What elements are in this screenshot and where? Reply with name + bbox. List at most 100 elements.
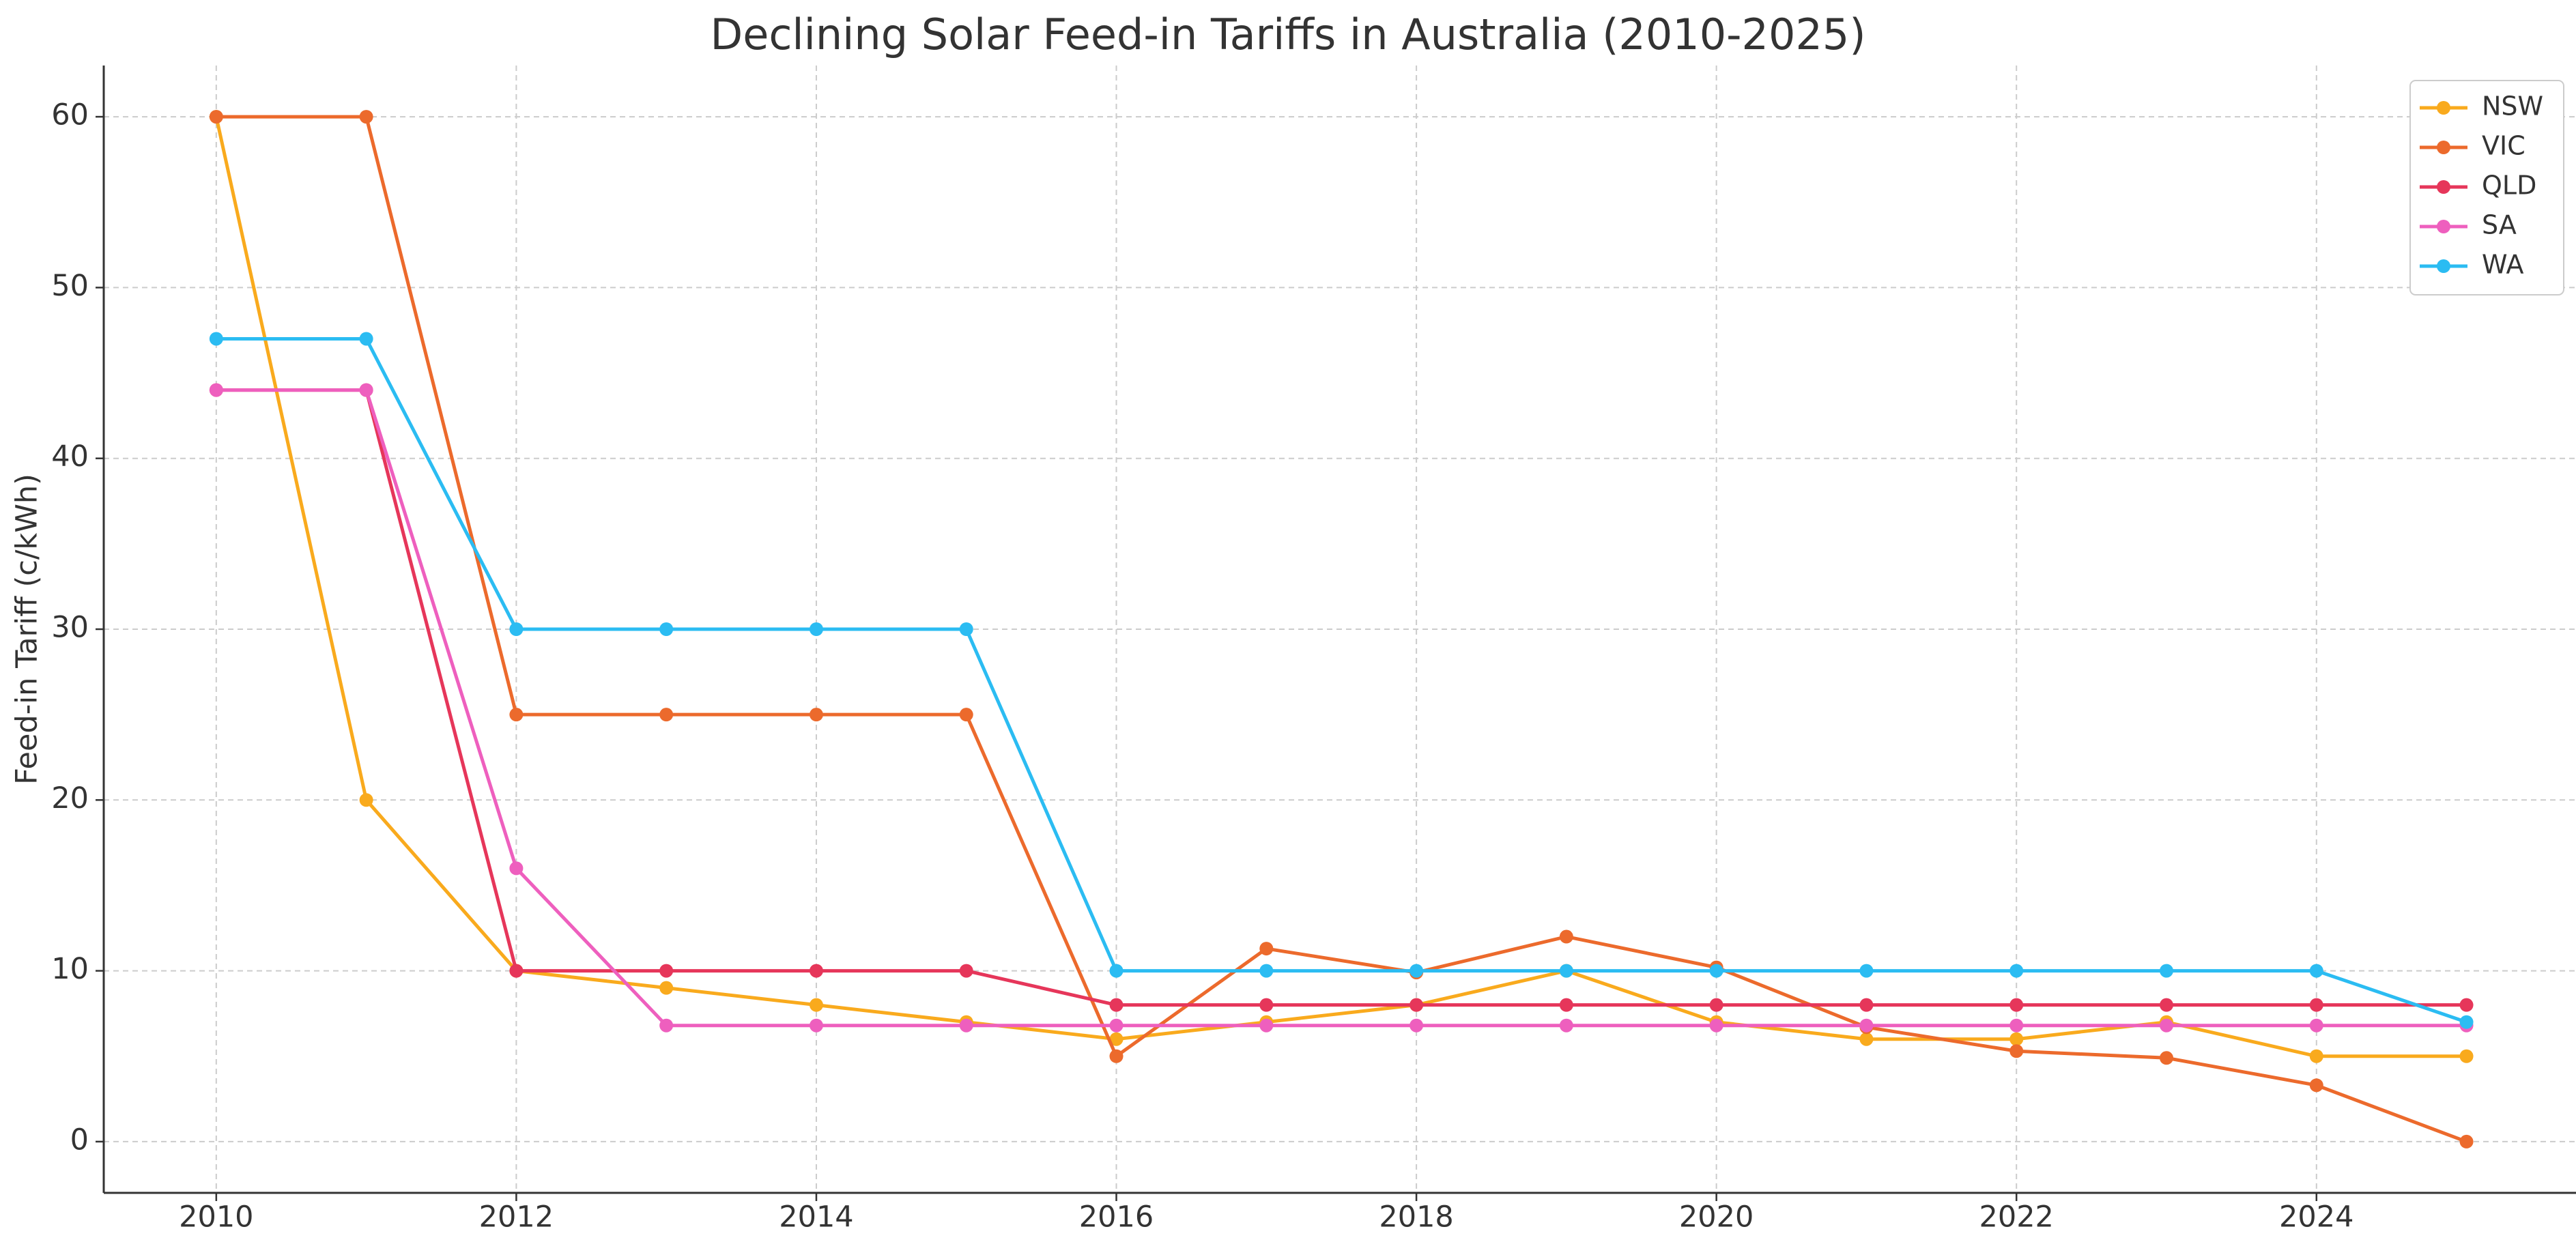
data-point: [1259, 964, 1274, 978]
data-point: [1109, 998, 1124, 1012]
x-tick-label: 2014: [779, 1200, 853, 1234]
legend-label: WA: [2482, 250, 2524, 280]
data-point: [959, 1018, 973, 1032]
data-point: [809, 964, 823, 978]
data-point: [2009, 1018, 2024, 1032]
data-point: [959, 708, 973, 722]
data-point: [509, 964, 524, 978]
data-point: [809, 1018, 823, 1032]
data-point: [1559, 964, 1573, 978]
legend-marker: [2437, 220, 2450, 233]
data-point: [2309, 1078, 2323, 1093]
y-tick-label: 60: [51, 98, 89, 132]
data-point: [509, 708, 524, 722]
data-point: [1709, 1018, 1723, 1032]
data-point: [2309, 964, 2323, 978]
data-point: [1409, 998, 1424, 1012]
data-point: [209, 110, 223, 124]
data-point: [1559, 1018, 1573, 1032]
data-point: [2159, 1018, 2173, 1032]
data-point: [1859, 964, 1874, 978]
legend-label: QLD: [2482, 171, 2536, 201]
series-line: [216, 336, 2467, 1024]
y-tick-label: 40: [51, 439, 89, 474]
data-point: [2309, 1018, 2323, 1032]
data-point: [809, 622, 823, 636]
series-line: [216, 388, 2467, 1007]
data-point: [2159, 964, 2173, 978]
data-point: [2159, 998, 2173, 1012]
data-point: [659, 708, 674, 722]
y-tick-label: 0: [70, 1123, 89, 1157]
data-point: [2459, 998, 2474, 1012]
data-point: [809, 708, 823, 722]
y-tick-label: 10: [51, 952, 89, 986]
x-tick-label: 2024: [2279, 1200, 2353, 1234]
data-point: [359, 793, 373, 807]
data-point: [2309, 1049, 2323, 1063]
data-point: [2009, 1032, 2024, 1046]
data-point: [1559, 929, 1573, 944]
legend-box: [2409, 80, 2564, 295]
data-point: [1409, 1018, 1424, 1032]
x-tick-label: 2022: [1979, 1200, 2053, 1234]
series-line: [216, 115, 2467, 1144]
y-tick-label: 20: [51, 781, 89, 815]
data-point: [659, 981, 674, 995]
data-point: [1259, 1018, 1274, 1032]
data-point: [359, 110, 373, 124]
data-point: [959, 964, 973, 978]
x-tick-label: 2012: [479, 1200, 554, 1234]
data-point: [359, 332, 373, 346]
x-tick-label: 2016: [1079, 1200, 1154, 1234]
data-point: [2459, 1015, 2474, 1029]
data-point: [1709, 964, 1723, 978]
data-point: [2309, 998, 2323, 1012]
data-point: [1109, 1018, 1124, 1032]
y-tick-label: 50: [51, 269, 89, 303]
data-point: [2159, 1051, 2173, 1065]
legend-marker: [2437, 141, 2450, 154]
data-point: [1709, 998, 1723, 1012]
data-point: [659, 964, 674, 978]
legend: NSW VIC QLD SA WA: [2409, 80, 2564, 295]
data-point: [1859, 998, 1874, 1012]
series-line: [216, 388, 2467, 1028]
data-point: [2459, 1134, 2474, 1149]
data-point: [359, 383, 373, 397]
data-point: [1109, 1032, 1124, 1046]
data-point: [2009, 964, 2024, 978]
data-point: [809, 998, 823, 1012]
data-point: [1559, 998, 1573, 1012]
chart-title: Declining Solar Feed-in Tariffs in Austr…: [710, 10, 1865, 59]
data-point: [659, 622, 674, 636]
data-point: [1859, 1032, 1874, 1046]
x-tick-label: 2010: [179, 1200, 253, 1234]
data-point: [2009, 998, 2024, 1012]
data-point: [209, 383, 223, 397]
data-point: [209, 332, 223, 346]
data-point: [659, 1018, 674, 1032]
data-point: [1259, 942, 1274, 956]
data-point: [1409, 964, 1424, 978]
data-point: [509, 861, 524, 876]
data-point: [1109, 964, 1124, 978]
data-point: [1109, 1049, 1124, 1063]
legend-label: SA: [2482, 210, 2517, 240]
data-point: [509, 622, 524, 636]
y-tick-label: 30: [51, 611, 89, 645]
series-line: [214, 116, 2467, 1058]
legend-label: NSW: [2482, 91, 2543, 121]
data-point: [959, 622, 973, 636]
legend-marker: [2437, 259, 2450, 273]
data-point: [1859, 1018, 1874, 1032]
data-point: [1259, 998, 1274, 1012]
legend-label: VIC: [2482, 131, 2525, 161]
x-tick-label: 2018: [1379, 1200, 1453, 1234]
data-point: [2009, 1044, 2024, 1058]
data-point: [2459, 1049, 2474, 1063]
x-tick-label: 2020: [1679, 1200, 1754, 1234]
legend-marker: [2437, 101, 2450, 115]
y-axis-label: Feed-in Tariff (c/kWh): [10, 474, 44, 785]
